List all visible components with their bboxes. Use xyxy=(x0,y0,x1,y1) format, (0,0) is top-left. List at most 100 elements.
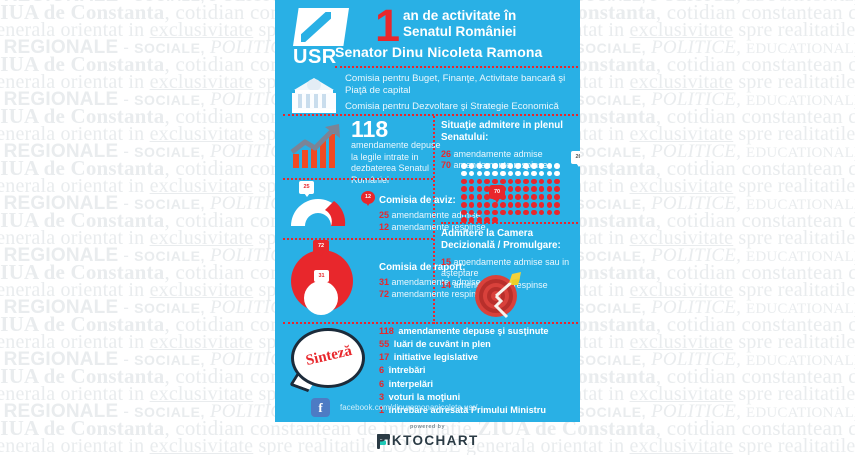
dot-grid-cell xyxy=(476,178,483,185)
sinteza-item-label: initiative legislative xyxy=(391,352,479,363)
dot-grid-cell xyxy=(523,163,529,169)
dot-grid-cell xyxy=(476,201,483,208)
sinteza-item-label: întrebări xyxy=(386,365,426,376)
dot-grid-cell xyxy=(484,170,490,177)
facebook-row[interactable]: f facebook.com/dinuramonanicoleta.usr/ xyxy=(311,396,571,418)
facebook-url[interactable]: facebook.com/dinuramonanicoleta.usr/ xyxy=(340,402,478,412)
dot-grid-row xyxy=(461,186,571,192)
dot-grid-cell xyxy=(554,209,560,216)
sinteza-list: 118 amendamente depuse şi susţinute 55 lu… xyxy=(379,325,579,417)
sinteza-item-label: luări de cuvânt in plen xyxy=(391,339,491,350)
dot-grid-cell xyxy=(531,178,537,185)
dot-grid-cell xyxy=(461,178,467,185)
camera-title: Admitere la Camera Decizională / Promulg… xyxy=(441,228,577,252)
aviz-rejected-row: 12 amendamente respinse xyxy=(379,222,499,234)
raport-admitted-row: 31 amendamente admise xyxy=(379,277,509,289)
plen-admitted-value: 26 xyxy=(441,148,452,159)
dot-grid-cell xyxy=(461,163,467,169)
amendments-description: amendamente depuse la legile intrate in … xyxy=(351,140,441,186)
dot-grid-cell xyxy=(515,186,522,192)
usr-logo: USR xyxy=(291,8,351,70)
dot-grid-cell xyxy=(538,163,545,169)
dot-grid-cell xyxy=(546,194,553,200)
dot-grid-cell xyxy=(546,201,553,208)
dot-grid-cell xyxy=(523,170,529,177)
infographic-poster: USR 1 an de activitate în Senatul Români… xyxy=(275,0,580,422)
plen-admitted-label: amendamente admise xyxy=(453,148,543,159)
raport-bubble-chart: 72 31 xyxy=(285,240,365,316)
sinteza-item-label: întrebare adresată Primului Ministru xyxy=(386,404,546,415)
facebook-icon[interactable]: f xyxy=(311,397,330,417)
dot-grid-cell xyxy=(554,194,560,200)
dot-grid-cell xyxy=(468,201,475,208)
dot-grid-cell xyxy=(468,170,475,177)
dot-grid-cell xyxy=(476,217,483,224)
commission-item: Comisia pentru Buget, Finanţe, Activitat… xyxy=(345,73,566,97)
commission-item: Comisia pentru Dezvoltare şi Strategie E… xyxy=(345,101,559,113)
dot-grid-cell xyxy=(523,178,529,185)
aviz-title: Comisia de aviz: xyxy=(379,195,456,206)
piktochart-logo-icon xyxy=(377,434,391,449)
dot-grid-cell xyxy=(507,186,514,192)
dot-grid-cell xyxy=(523,201,529,208)
plen-admitted-badge: 26 xyxy=(571,151,580,167)
dot-grid-cell xyxy=(507,194,514,200)
dot-grid-cell xyxy=(538,209,545,216)
dot-grid-cell xyxy=(554,201,560,208)
commissions-list: Comisia pentru Buget, Finanţe, Activitat… xyxy=(345,73,577,117)
aviz-rejected-pin: 12 xyxy=(361,191,375,206)
plen-title: Situaţie admitere in plenul Senatului: xyxy=(441,120,563,143)
dot-grid-cell xyxy=(468,163,475,169)
aviz-rejected-value: 12 xyxy=(379,221,390,232)
dot-grid-cell xyxy=(546,178,553,185)
page-title-line2: Senatul României xyxy=(403,24,517,40)
sinteza-item: 55 luări de cuvânt in plen xyxy=(379,338,579,351)
dot-grid-cell xyxy=(546,186,553,192)
raport-rejected-value: 72 xyxy=(379,288,390,299)
target-dart-icon xyxy=(471,268,525,320)
powered-by-label: powered by xyxy=(410,424,445,430)
dot-grid-cell xyxy=(538,194,545,200)
dot-grid-cell xyxy=(484,178,490,185)
dot-grid-cell xyxy=(523,209,529,216)
dot-grid-cell xyxy=(546,209,553,216)
amendments-count: 118 xyxy=(351,116,389,142)
dot-grid-cell xyxy=(531,186,537,192)
dot-grid-cell xyxy=(531,194,537,200)
dot-grid-cell xyxy=(554,178,560,185)
dot-grid-row xyxy=(461,194,571,200)
divider-raport xyxy=(283,238,433,240)
growth-chart-icon xyxy=(289,122,343,170)
dot-grid-cell xyxy=(492,170,498,177)
dot-grid-cell xyxy=(515,170,522,177)
dot-grid-row xyxy=(461,209,571,216)
dot-grid-cell xyxy=(507,163,514,169)
dot-grid-cell xyxy=(484,201,490,208)
dot-grid-cell xyxy=(476,170,483,177)
raport-admitted-bubble xyxy=(304,281,338,315)
dot-grid-cell xyxy=(507,178,514,185)
divider-vertical-bottom xyxy=(433,224,435,324)
dot-grid-cell xyxy=(538,178,545,185)
dot-grid-row xyxy=(461,163,571,169)
dot-grid-cell xyxy=(515,178,522,185)
dot-grid-cell xyxy=(484,217,490,224)
dot-grid-cell xyxy=(468,178,475,185)
camera-title-line2: Decizională / Promulgare: xyxy=(441,239,561,251)
divider-camera xyxy=(441,222,578,224)
aviz-admitted-row: 25 amendamente admise xyxy=(379,210,499,222)
dot-grid-cell xyxy=(499,163,506,169)
dot-grid-cell xyxy=(476,186,483,192)
dot-grid-cell xyxy=(507,170,514,177)
dot-grid-cell xyxy=(461,217,467,224)
sinteza-item: 6 întrebări xyxy=(379,364,579,377)
dot-grid-cell xyxy=(484,186,490,192)
aviz-block: Comisia de aviz: 25 amendamente admise 1… xyxy=(379,195,499,234)
dot-grid-cell xyxy=(515,194,522,200)
dot-grid-cell xyxy=(461,201,467,208)
sinteza-item: 118 amendamente depuse şi susţinute xyxy=(379,325,579,338)
dot-grid-cell xyxy=(461,209,467,216)
sinteza-item-value: 55 xyxy=(379,339,390,350)
dot-grid-cell xyxy=(554,170,560,177)
